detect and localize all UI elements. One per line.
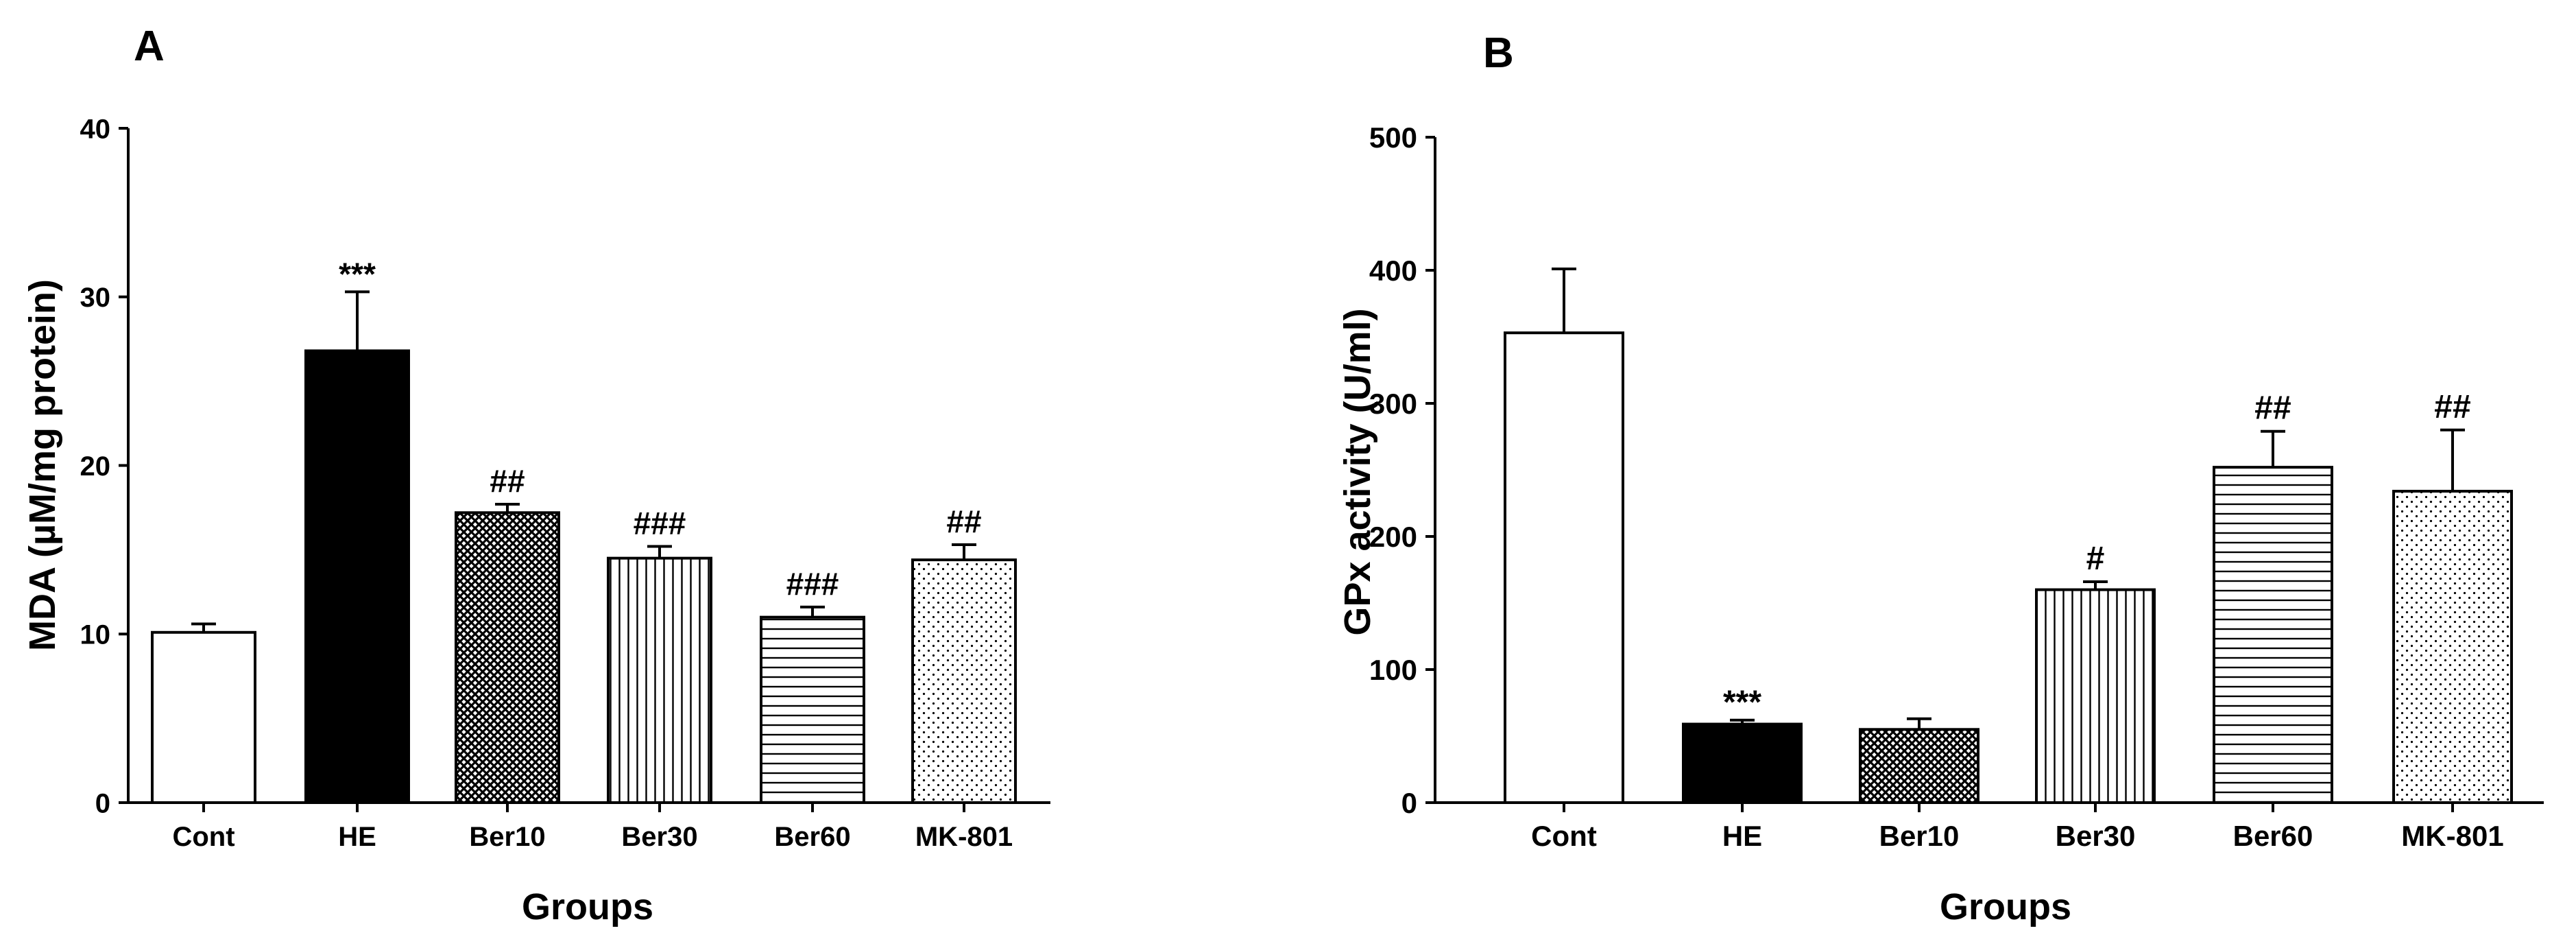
bar-b xyxy=(2213,466,2333,804)
category-label-a: HE xyxy=(338,822,376,852)
y-tick-label-b: 400 xyxy=(1369,255,1417,287)
y-tick-label-a: 30 xyxy=(80,283,111,313)
bar-a xyxy=(607,556,712,804)
panel-label-a: A xyxy=(134,23,165,70)
significance-label-a: *** xyxy=(339,256,376,292)
plot-area-b: 0 100 200 300 400 500 Cont HE *** Ber10 Ber30 # Ber6… xyxy=(1369,121,2544,852)
significance-label-a: ## xyxy=(490,463,525,499)
significance-label-b: ## xyxy=(2434,389,2470,425)
category-label-a: MK-801 xyxy=(915,822,1013,852)
category-label-a: Ber10 xyxy=(469,822,545,852)
panel-label-b: B xyxy=(1483,29,1514,77)
y-tick-label-a: 10 xyxy=(80,620,111,650)
bar-a xyxy=(151,630,256,804)
x-axis-label-b: Groups xyxy=(1940,886,2071,927)
category-label-a: Cont xyxy=(172,822,234,852)
bar-b xyxy=(2392,490,2513,804)
bar-a xyxy=(760,615,865,804)
bar-b xyxy=(1682,722,1803,805)
y-tick-label-b: 500 xyxy=(1369,121,1417,154)
y-tick-label-a: 40 xyxy=(80,114,111,144)
y-tick-label-b: 300 xyxy=(1369,388,1417,420)
significance-label-a: ### xyxy=(786,566,839,602)
bar-b xyxy=(1504,331,1624,804)
category-label-b: HE xyxy=(1722,820,1762,852)
significance-label-b: ## xyxy=(2254,390,2291,427)
bar-a xyxy=(455,511,560,804)
category-label-b: MK-801 xyxy=(2401,820,2503,852)
significance-label-b: # xyxy=(2086,541,2105,577)
category-label-a: Ber60 xyxy=(774,822,850,852)
significance-label-a: ## xyxy=(946,504,981,539)
category-label-b: Ber60 xyxy=(2233,820,2313,852)
y-axis-label-a: MDA (µM/mg protein) xyxy=(22,279,63,651)
significance-label-a: ### xyxy=(634,505,686,541)
y-axis-label-b: GPx activity (U/ml) xyxy=(1337,308,1378,635)
bar-b xyxy=(1859,728,1979,805)
significance-label-b: *** xyxy=(1723,685,1761,721)
bar-a xyxy=(304,349,410,804)
category-label-b: Ber30 xyxy=(2056,820,2136,852)
y-tick-label-b: 100 xyxy=(1369,654,1417,686)
category-label-b: Ber10 xyxy=(1879,820,1960,852)
panel-a: A MDA (µM/mg protein) Groups 0 10 20 30 40 Co… xyxy=(22,23,1050,927)
plot-area-a: 0 10 20 30 40 Cont HE *** Ber10 ## Ber30 ### Ber60 ##… xyxy=(80,114,1050,852)
category-label-b: Cont xyxy=(1531,820,1597,852)
bar-b xyxy=(2035,588,2156,804)
panel-b: B GPx activity (U/ml) Groups 0 100 200 300 4… xyxy=(1337,29,2544,927)
y-tick-label-b: 0 xyxy=(1401,787,1417,819)
x-axis-label-a: Groups xyxy=(522,886,653,927)
y-tick-label-a: 0 xyxy=(95,788,110,818)
y-tick-label-a: 20 xyxy=(80,451,111,482)
bar-a xyxy=(911,558,1017,804)
y-tick-label-b: 200 xyxy=(1369,521,1417,553)
category-label-a: Ber30 xyxy=(621,822,697,852)
